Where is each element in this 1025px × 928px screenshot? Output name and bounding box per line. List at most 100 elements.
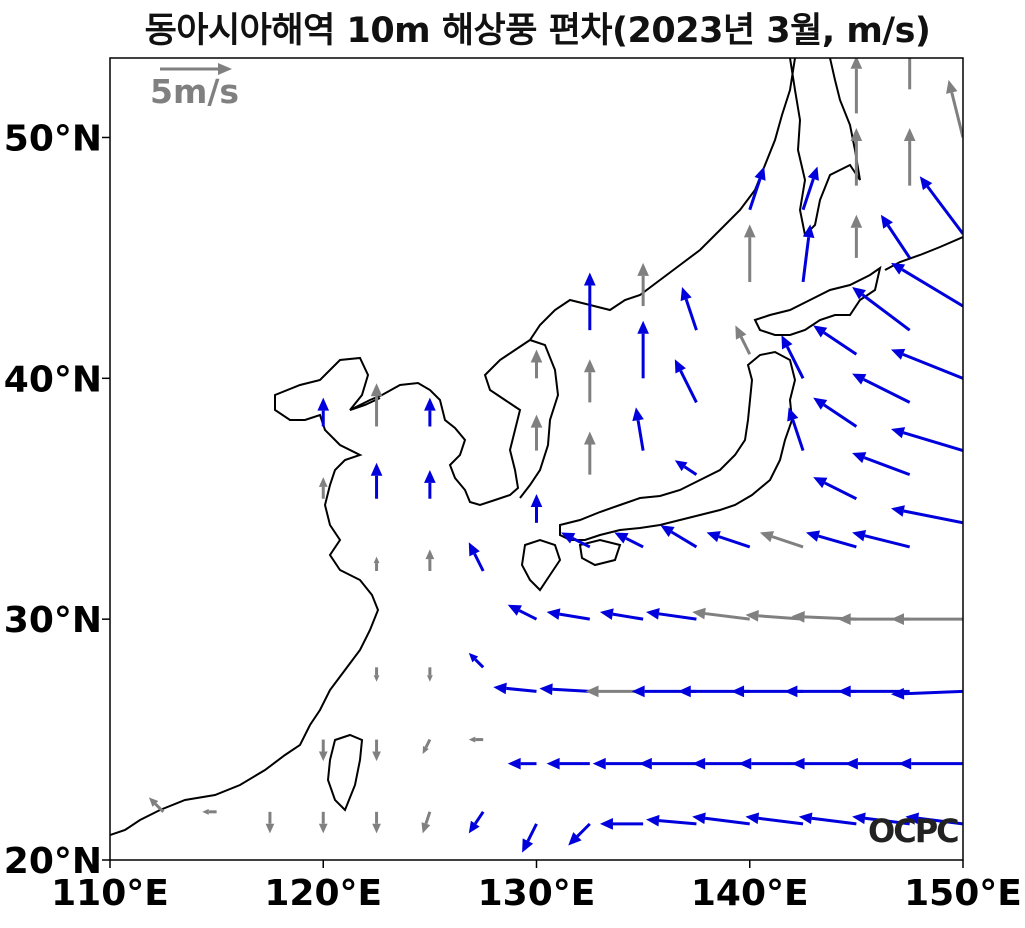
x-tick-label: 120°E — [264, 873, 382, 914]
wind-vector — [522, 823, 538, 853]
wind-vector — [372, 739, 381, 762]
wind-vector — [748, 166, 766, 211]
wind-vector — [919, 176, 963, 235]
wind-vector — [759, 531, 804, 549]
wind-vector — [801, 166, 819, 211]
wind-vector — [583, 272, 596, 331]
wind-vector — [692, 812, 750, 826]
y-tick-label: 50°N — [4, 118, 102, 159]
wind-vector — [370, 383, 383, 427]
wind-vector — [852, 452, 911, 477]
coast-korea-south — [519, 339, 560, 499]
wind-vector — [852, 373, 911, 404]
wind-vector — [891, 348, 963, 380]
wind-vector — [646, 608, 697, 621]
coast-china-korea-russia — [110, 58, 796, 836]
wind-vector — [592, 757, 644, 770]
wind-vector — [781, 335, 805, 379]
wind-vector — [850, 214, 863, 258]
wind-vector — [599, 608, 644, 621]
wind-vector — [660, 525, 698, 549]
wind-vector — [852, 286, 911, 332]
wind-vector — [852, 529, 911, 549]
wind-vector — [638, 757, 697, 770]
wind-vector — [530, 494, 543, 523]
wind-vector — [318, 811, 328, 834]
coast-sakhalin — [789, 58, 861, 238]
wind-vector — [706, 531, 751, 549]
wind-vector — [530, 349, 543, 379]
wind-vector — [852, 812, 910, 826]
wind-vector — [908, 58, 912, 90]
wind-vector — [905, 812, 963, 826]
wind-vector — [646, 814, 697, 827]
wind-vector — [568, 822, 591, 846]
wind-vector — [561, 532, 591, 549]
wind-vector — [850, 58, 863, 114]
wind-vector — [530, 414, 543, 451]
coast-taiwan — [326, 733, 364, 812]
wind-vector — [318, 739, 328, 762]
wind-vector — [148, 797, 165, 813]
wind-vector — [373, 667, 380, 682]
wind-vector — [424, 397, 436, 427]
wind-vector — [674, 460, 698, 476]
wind-vector — [946, 79, 963, 138]
coast-kyushu — [520, 538, 562, 592]
wind-vector — [373, 556, 380, 571]
wind-vector — [546, 757, 590, 770]
wind-vector — [680, 286, 698, 331]
wind-vector — [880, 214, 911, 259]
wind-vector — [202, 808, 217, 815]
y-tick-label: 40°N — [4, 359, 102, 400]
wind-vector — [674, 359, 698, 404]
axis-ticks: 110°E 120°E 130°E 140°E 150°E 20°N 30°N 40°N 50°… — [4, 118, 1022, 914]
wind-vector — [599, 818, 644, 830]
wind-vector — [317, 397, 330, 427]
ocpc-logo: OCPC — [868, 812, 960, 850]
wind-vector — [735, 325, 752, 355]
reference-vector — [160, 63, 232, 75]
x-tick-label: 110°E — [51, 873, 169, 914]
wind-vector — [637, 262, 649, 307]
wind-vector — [424, 469, 436, 499]
wind-vector — [539, 683, 590, 696]
wind-vector — [493, 682, 537, 695]
wind-vector — [787, 407, 805, 452]
x-tick-label: 130°E — [478, 873, 596, 914]
coast-bohai — [349, 397, 381, 411]
wind-vector — [546, 608, 591, 621]
wind-vector — [891, 687, 963, 700]
wind-vector — [891, 427, 963, 453]
wind-vector — [813, 477, 858, 501]
wind-vector — [743, 224, 756, 282]
coast-shikoku — [578, 538, 622, 567]
wind-vector — [468, 810, 485, 834]
wind-vector — [801, 224, 815, 283]
wind-vector — [637, 320, 649, 379]
wind-vector — [813, 325, 858, 356]
wind-vector — [903, 128, 916, 186]
x-tick-label: 150°E — [904, 873, 1022, 914]
wind-vector — [372, 811, 381, 834]
wind-vector — [468, 736, 484, 743]
wind-vector — [583, 359, 596, 403]
wind-vector — [507, 604, 538, 621]
wind-vector — [318, 477, 328, 499]
coast-japan-hokkaido — [753, 265, 882, 336]
wind-vector — [468, 652, 485, 669]
plot-background — [110, 58, 963, 860]
wind-vector — [850, 128, 863, 186]
wind-vector — [583, 431, 596, 475]
wind-vector — [805, 530, 857, 549]
wind-vector — [421, 811, 432, 834]
coast-japan-honshu — [559, 350, 797, 541]
wind-vector — [614, 532, 644, 549]
map-title: 동아시아해역 10m 해상풍 편차(2023년 3월, m/s) — [144, 11, 931, 51]
wind-vector — [891, 262, 963, 308]
y-tick-label: 20°N — [4, 841, 102, 882]
wind-vector — [798, 812, 857, 826]
wind-vector — [265, 811, 275, 834]
wind-vector — [898, 757, 963, 770]
